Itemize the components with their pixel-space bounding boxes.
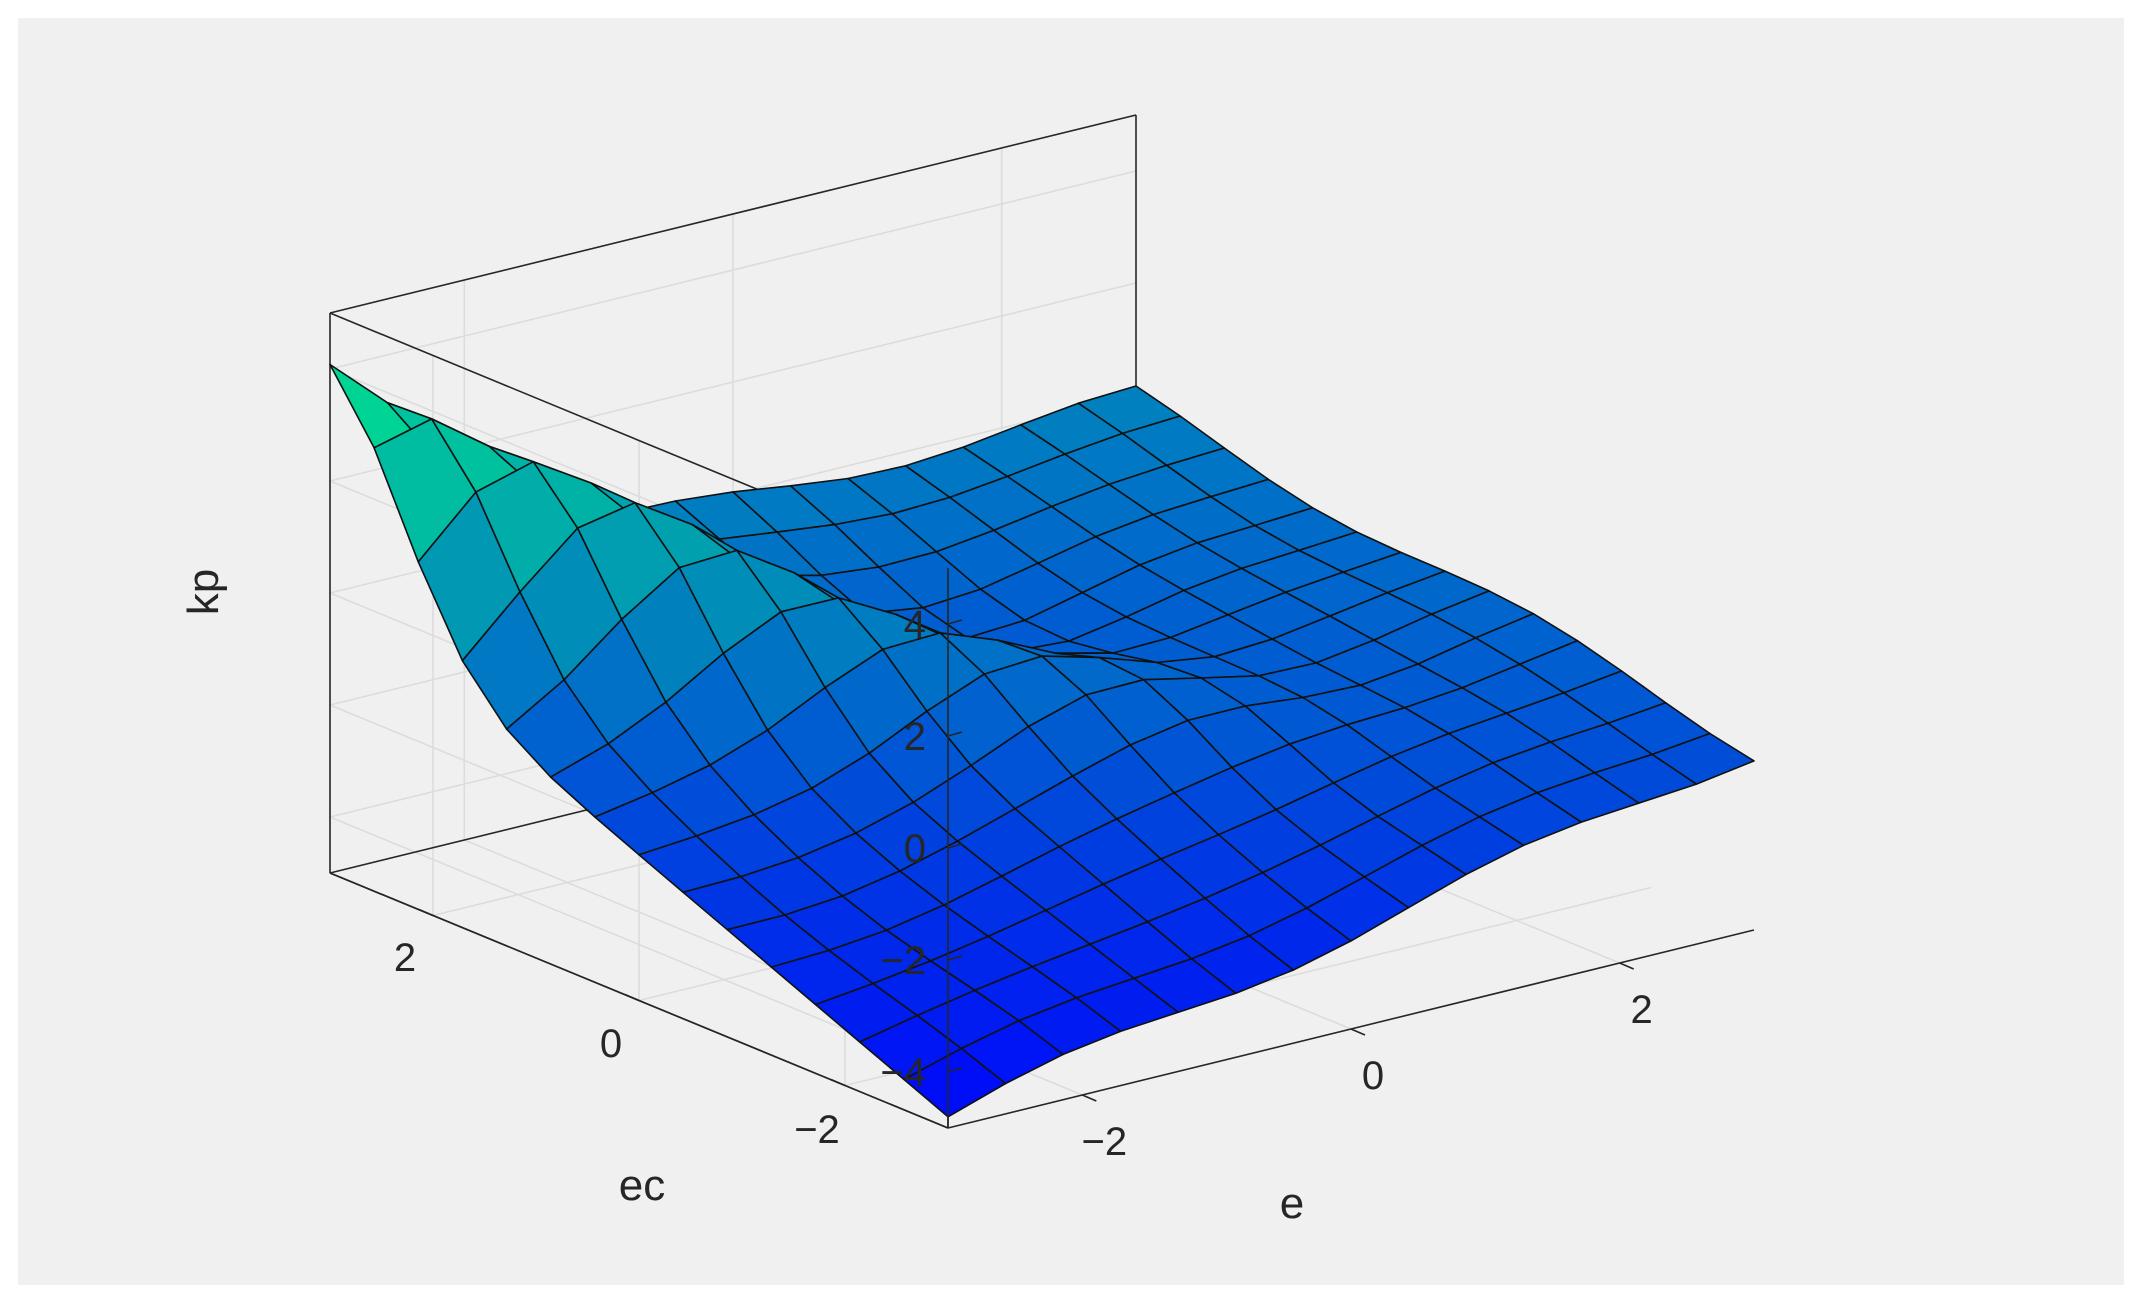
surface-layer [329, 363, 1755, 1118]
z-tick-label: 0 [904, 827, 926, 871]
ec-tick-label: 2 [394, 936, 416, 980]
e-tick [1082, 1094, 1097, 1102]
z-tick-label: −2 [880, 939, 926, 983]
z-tick-label: 4 [904, 603, 926, 647]
box-edge [329, 114, 1137, 314]
e-tick-label: −2 [1082, 1120, 1128, 1164]
wall-gridline [329, 170, 1137, 370]
label-layer: kp ec e [179, 569, 1304, 1228]
x-axis-label: e [1280, 1179, 1304, 1228]
ec-tick [830, 1078, 846, 1087]
z-axis-label: kp [179, 569, 228, 615]
z-tick [947, 731, 963, 737]
e-tick [1619, 962, 1634, 970]
e-tick-label: 2 [1631, 988, 1653, 1032]
z-tick [947, 955, 963, 961]
ec-tick [418, 908, 434, 917]
ec-tick-label: −2 [794, 1108, 840, 1152]
z-tick [947, 619, 963, 625]
z-tick-label: 2 [904, 715, 926, 759]
z-tick [947, 843, 963, 849]
e-tick-label: 0 [1362, 1054, 1384, 1098]
ec-tick-label: 0 [600, 1022, 622, 1066]
e-tick [1350, 1028, 1366, 1036]
surface-patch [1651, 732, 1755, 785]
z-tick-label: −4 [880, 1051, 926, 1095]
ec-tick [624, 993, 640, 1002]
y-axis-label: ec [619, 1161, 665, 1210]
z-tick [947, 1067, 963, 1073]
axis-layer: −4 −2 0 2 4 −2 0 2 −2 0 2 [329, 568, 1755, 1164]
